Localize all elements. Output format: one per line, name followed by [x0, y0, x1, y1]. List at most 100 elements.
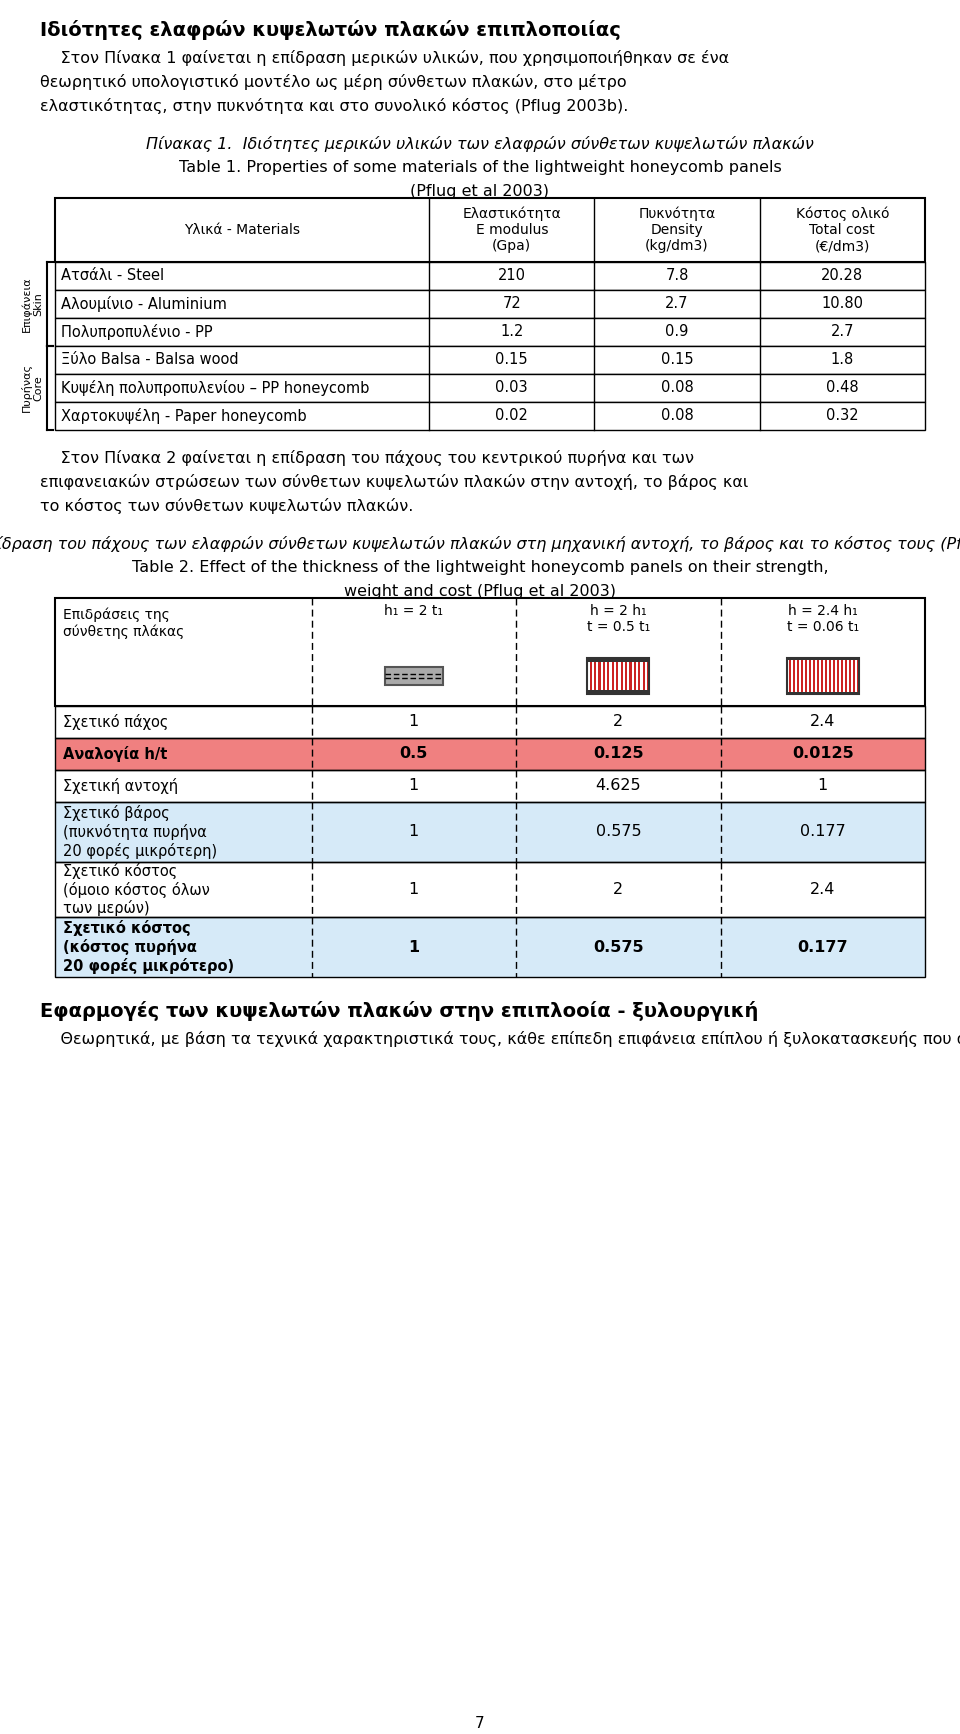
Bar — [640, 657, 642, 694]
Bar — [839, 657, 841, 694]
Text: Ιδιότητες ελαφρών κυψελωτών πλακών επιπλοποιίας: Ιδιότητες ελαφρών κυψελωτών πλακών επιπλ… — [40, 21, 621, 40]
Bar — [596, 657, 598, 694]
Text: Χαρτοκυψέλη - Paper honeycomb: Χαρτοκυψέλη - Paper honeycomb — [61, 407, 306, 425]
Text: Ατσάλι - Steel: Ατσάλι - Steel — [61, 269, 164, 283]
Bar — [601, 657, 603, 694]
Text: θεωρητικό υπολογιστικό μοντέλο ως μέρη σύνθετων πλακών, στο μέτρο: θεωρητικό υπολογιστικό μοντέλο ως μέρη σ… — [40, 75, 627, 90]
Bar — [827, 657, 828, 694]
Text: 0.0125: 0.0125 — [792, 747, 853, 761]
Text: 0.125: 0.125 — [593, 747, 643, 761]
Text: 7.8: 7.8 — [665, 269, 688, 283]
Text: Αναλογία h/t: Αναλογία h/t — [63, 746, 167, 761]
Text: 0.177: 0.177 — [800, 824, 846, 839]
Bar — [610, 657, 612, 694]
Text: 1: 1 — [409, 714, 419, 730]
Bar — [791, 657, 793, 694]
Text: 0.48: 0.48 — [826, 380, 858, 395]
Bar — [591, 657, 594, 694]
Text: 0.32: 0.32 — [826, 409, 858, 423]
Bar — [618, 657, 620, 694]
Bar — [835, 657, 837, 694]
Bar — [819, 657, 821, 694]
Bar — [55, 739, 925, 770]
Text: Σχετική αντοχή: Σχετική αντοχή — [63, 779, 179, 794]
Bar — [787, 657, 859, 694]
Text: Table 1. Properties of some materials of the lightweight honeycomb panels: Table 1. Properties of some materials of… — [179, 160, 781, 175]
Text: 0.15: 0.15 — [495, 352, 528, 368]
Bar — [787, 692, 859, 694]
Text: Θεωρητικά, με βάση τα τεχνικά χαρακτηριστικά τους, κάθε επίπεδη επιφάνεια επίπλο: Θεωρητικά, με βάση τα τεχνικά χαρακτηρισ… — [40, 1032, 960, 1047]
Bar — [588, 657, 649, 694]
Bar — [55, 317, 925, 347]
Bar — [588, 657, 649, 694]
Bar — [55, 706, 925, 739]
Text: Επιφάνεια
Skin: Επιφάνεια Skin — [21, 276, 43, 331]
Bar — [806, 657, 808, 694]
Bar — [854, 657, 856, 694]
Text: 0.03: 0.03 — [495, 380, 528, 395]
Bar — [55, 739, 925, 770]
Text: Κόστος ολικό
Total cost
(€/dm3): Κόστος ολικό Total cost (€/dm3) — [796, 206, 889, 253]
Bar — [55, 402, 925, 430]
Bar — [787, 657, 859, 694]
Bar — [787, 657, 789, 694]
Bar — [803, 657, 804, 694]
Text: 1: 1 — [409, 779, 419, 794]
Text: Πίνακας 2.  Επίδραση του πάχους των ελαφρών σύνθετων κυψελωτών πλακών στη μηχανι: Πίνακας 2. Επίδραση του πάχους των ελαφρ… — [0, 536, 960, 551]
Bar — [605, 657, 608, 694]
Text: Table 2. Effect of the thickness of the lightweight honeycomb panels on their st: Table 2. Effect of the thickness of the … — [132, 560, 828, 576]
Bar — [385, 668, 443, 685]
Text: 0.02: 0.02 — [495, 409, 528, 423]
Text: Σχετικό κόστος
(όμοιο κόστος όλων
των μερών): Σχετικό κόστος (όμοιο κόστος όλων των με… — [63, 864, 210, 916]
Text: 0.15: 0.15 — [660, 352, 693, 368]
Bar — [795, 657, 797, 694]
Bar — [830, 657, 832, 694]
Text: 1.2: 1.2 — [500, 324, 523, 340]
Text: 2: 2 — [613, 883, 623, 896]
Text: weight and cost (Pflug et al 2003): weight and cost (Pflug et al 2003) — [344, 584, 616, 598]
Bar — [799, 657, 801, 694]
Bar — [55, 770, 925, 803]
Text: 1: 1 — [409, 883, 419, 896]
Bar — [847, 657, 849, 694]
Bar — [823, 657, 825, 694]
Text: h = 2 h₁
t = 0.5 t₁: h = 2 h₁ t = 0.5 t₁ — [587, 603, 650, 635]
Text: 2.4: 2.4 — [810, 714, 835, 730]
Bar — [815, 657, 817, 694]
Text: Επιδράσεις της
σύνθετης πλάκας: Επιδράσεις της σύνθετης πλάκας — [63, 609, 184, 640]
Text: Πυκνότητα
Density
(kg/dm3): Πυκνότητα Density (kg/dm3) — [638, 206, 715, 253]
Text: το κόστος των σύνθετων κυψελωτών πλακών.: το κόστος των σύνθετων κυψελωτών πλακών. — [40, 498, 414, 513]
Text: Πολυπροπυλένιο - PP: Πολυπροπυλένιο - PP — [61, 324, 212, 340]
Text: 0.08: 0.08 — [660, 380, 693, 395]
Text: (Pflug et al 2003): (Pflug et al 2003) — [411, 184, 549, 199]
Bar — [55, 198, 925, 262]
Text: 1: 1 — [409, 824, 419, 839]
Text: 0.575: 0.575 — [595, 824, 641, 839]
Text: h₁ = 2 t₁: h₁ = 2 t₁ — [384, 603, 444, 617]
Text: Σχετικό κόστος
(κόστος πυρήνα
20 φορές μικρότερο): Σχετικό κόστος (κόστος πυρήνα 20 φορές μ… — [63, 921, 234, 973]
Bar — [636, 657, 638, 694]
Bar — [55, 375, 925, 402]
Bar — [787, 657, 859, 659]
Bar — [55, 862, 925, 917]
Bar — [851, 657, 852, 694]
Bar — [55, 803, 925, 862]
Text: ελαστικότητας, στην πυκνότητα και στο συνολικό κόστος (Pflug 2003b).: ελαστικότητας, στην πυκνότητα και στο συ… — [40, 99, 629, 114]
Bar — [623, 657, 625, 694]
Bar — [55, 917, 925, 976]
Text: Κυψέλη πολυπροπυλενίου – PP honeycomb: Κυψέλη πολυπροπυλενίου – PP honeycomb — [61, 380, 370, 395]
Bar — [55, 598, 925, 706]
Bar — [843, 657, 845, 694]
Text: 2: 2 — [613, 714, 623, 730]
Text: Στον Πίνακα 1 φαίνεται η επίδραση μερικών υλικών, που χρησιμοποιήθηκαν σε ένα: Στον Πίνακα 1 φαίνεται η επίδραση μερικώ… — [40, 50, 730, 66]
Text: Ξύλο Balsa - Balsa wood: Ξύλο Balsa - Balsa wood — [61, 352, 239, 368]
Bar — [55, 862, 925, 917]
Text: 4.625: 4.625 — [595, 779, 641, 794]
Text: 210: 210 — [497, 269, 526, 283]
Bar — [627, 657, 630, 694]
Text: Εφαρμογές των κυψελωτών πλακών στην επιπλοοία - ξυλουργική: Εφαρμογές των κυψελωτών πλακών στην επιπ… — [40, 1001, 758, 1021]
Text: 0.575: 0.575 — [593, 940, 643, 954]
Text: 2.7: 2.7 — [830, 324, 854, 340]
Text: επιφανειακών στρώσεων των σύνθετων κυψελωτών πλακών στην αντοχή, το βάρος και: επιφανειακών στρώσεων των σύνθετων κυψελ… — [40, 473, 748, 491]
Text: Ελαστικότητα
E modulus
(Gpa): Ελαστικότητα E modulus (Gpa) — [463, 206, 562, 253]
